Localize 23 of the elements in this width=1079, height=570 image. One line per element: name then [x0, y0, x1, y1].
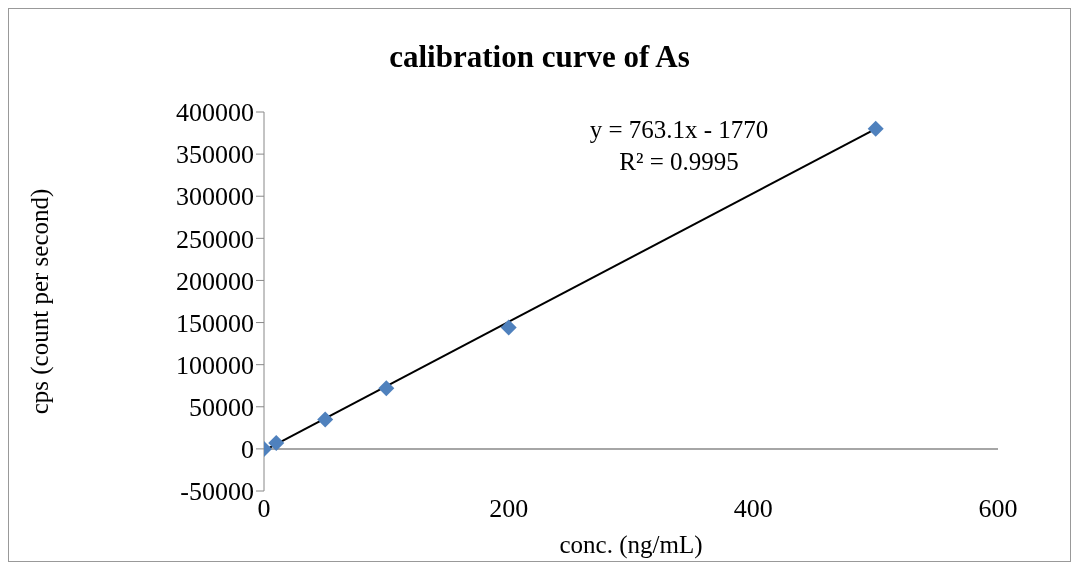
point	[268, 434, 285, 451]
x-axis-title: conc. (ng/mL)	[559, 531, 703, 559]
y-tick-label: 250000	[176, 224, 254, 254]
point	[317, 411, 334, 428]
y-tick-label: 0	[241, 435, 254, 465]
y-tick-label: 400000	[176, 98, 254, 128]
y-tick-label: -50000	[180, 477, 254, 507]
y-tick-label: 50000	[189, 393, 254, 423]
point	[867, 120, 884, 137]
x-tick-label: 600	[978, 494, 1018, 524]
y-axis-title: cps (count per second)	[25, 188, 54, 415]
x-tick-label: 200	[489, 494, 529, 524]
x-tick-label: 400	[733, 494, 773, 524]
y-tick-label: 350000	[176, 140, 254, 170]
chart-title: calibration curve of As	[388, 39, 691, 75]
y-tick-label: 200000	[176, 266, 254, 296]
point	[500, 319, 517, 336]
annotation: y = 763.1x - 1770	[588, 115, 770, 145]
annotation: R² = 0.9995	[618, 147, 740, 177]
y-tick-label: 100000	[176, 350, 254, 380]
y-tick-label: 150000	[176, 308, 254, 338]
y-tick-label: 300000	[176, 182, 254, 212]
point	[378, 380, 395, 397]
